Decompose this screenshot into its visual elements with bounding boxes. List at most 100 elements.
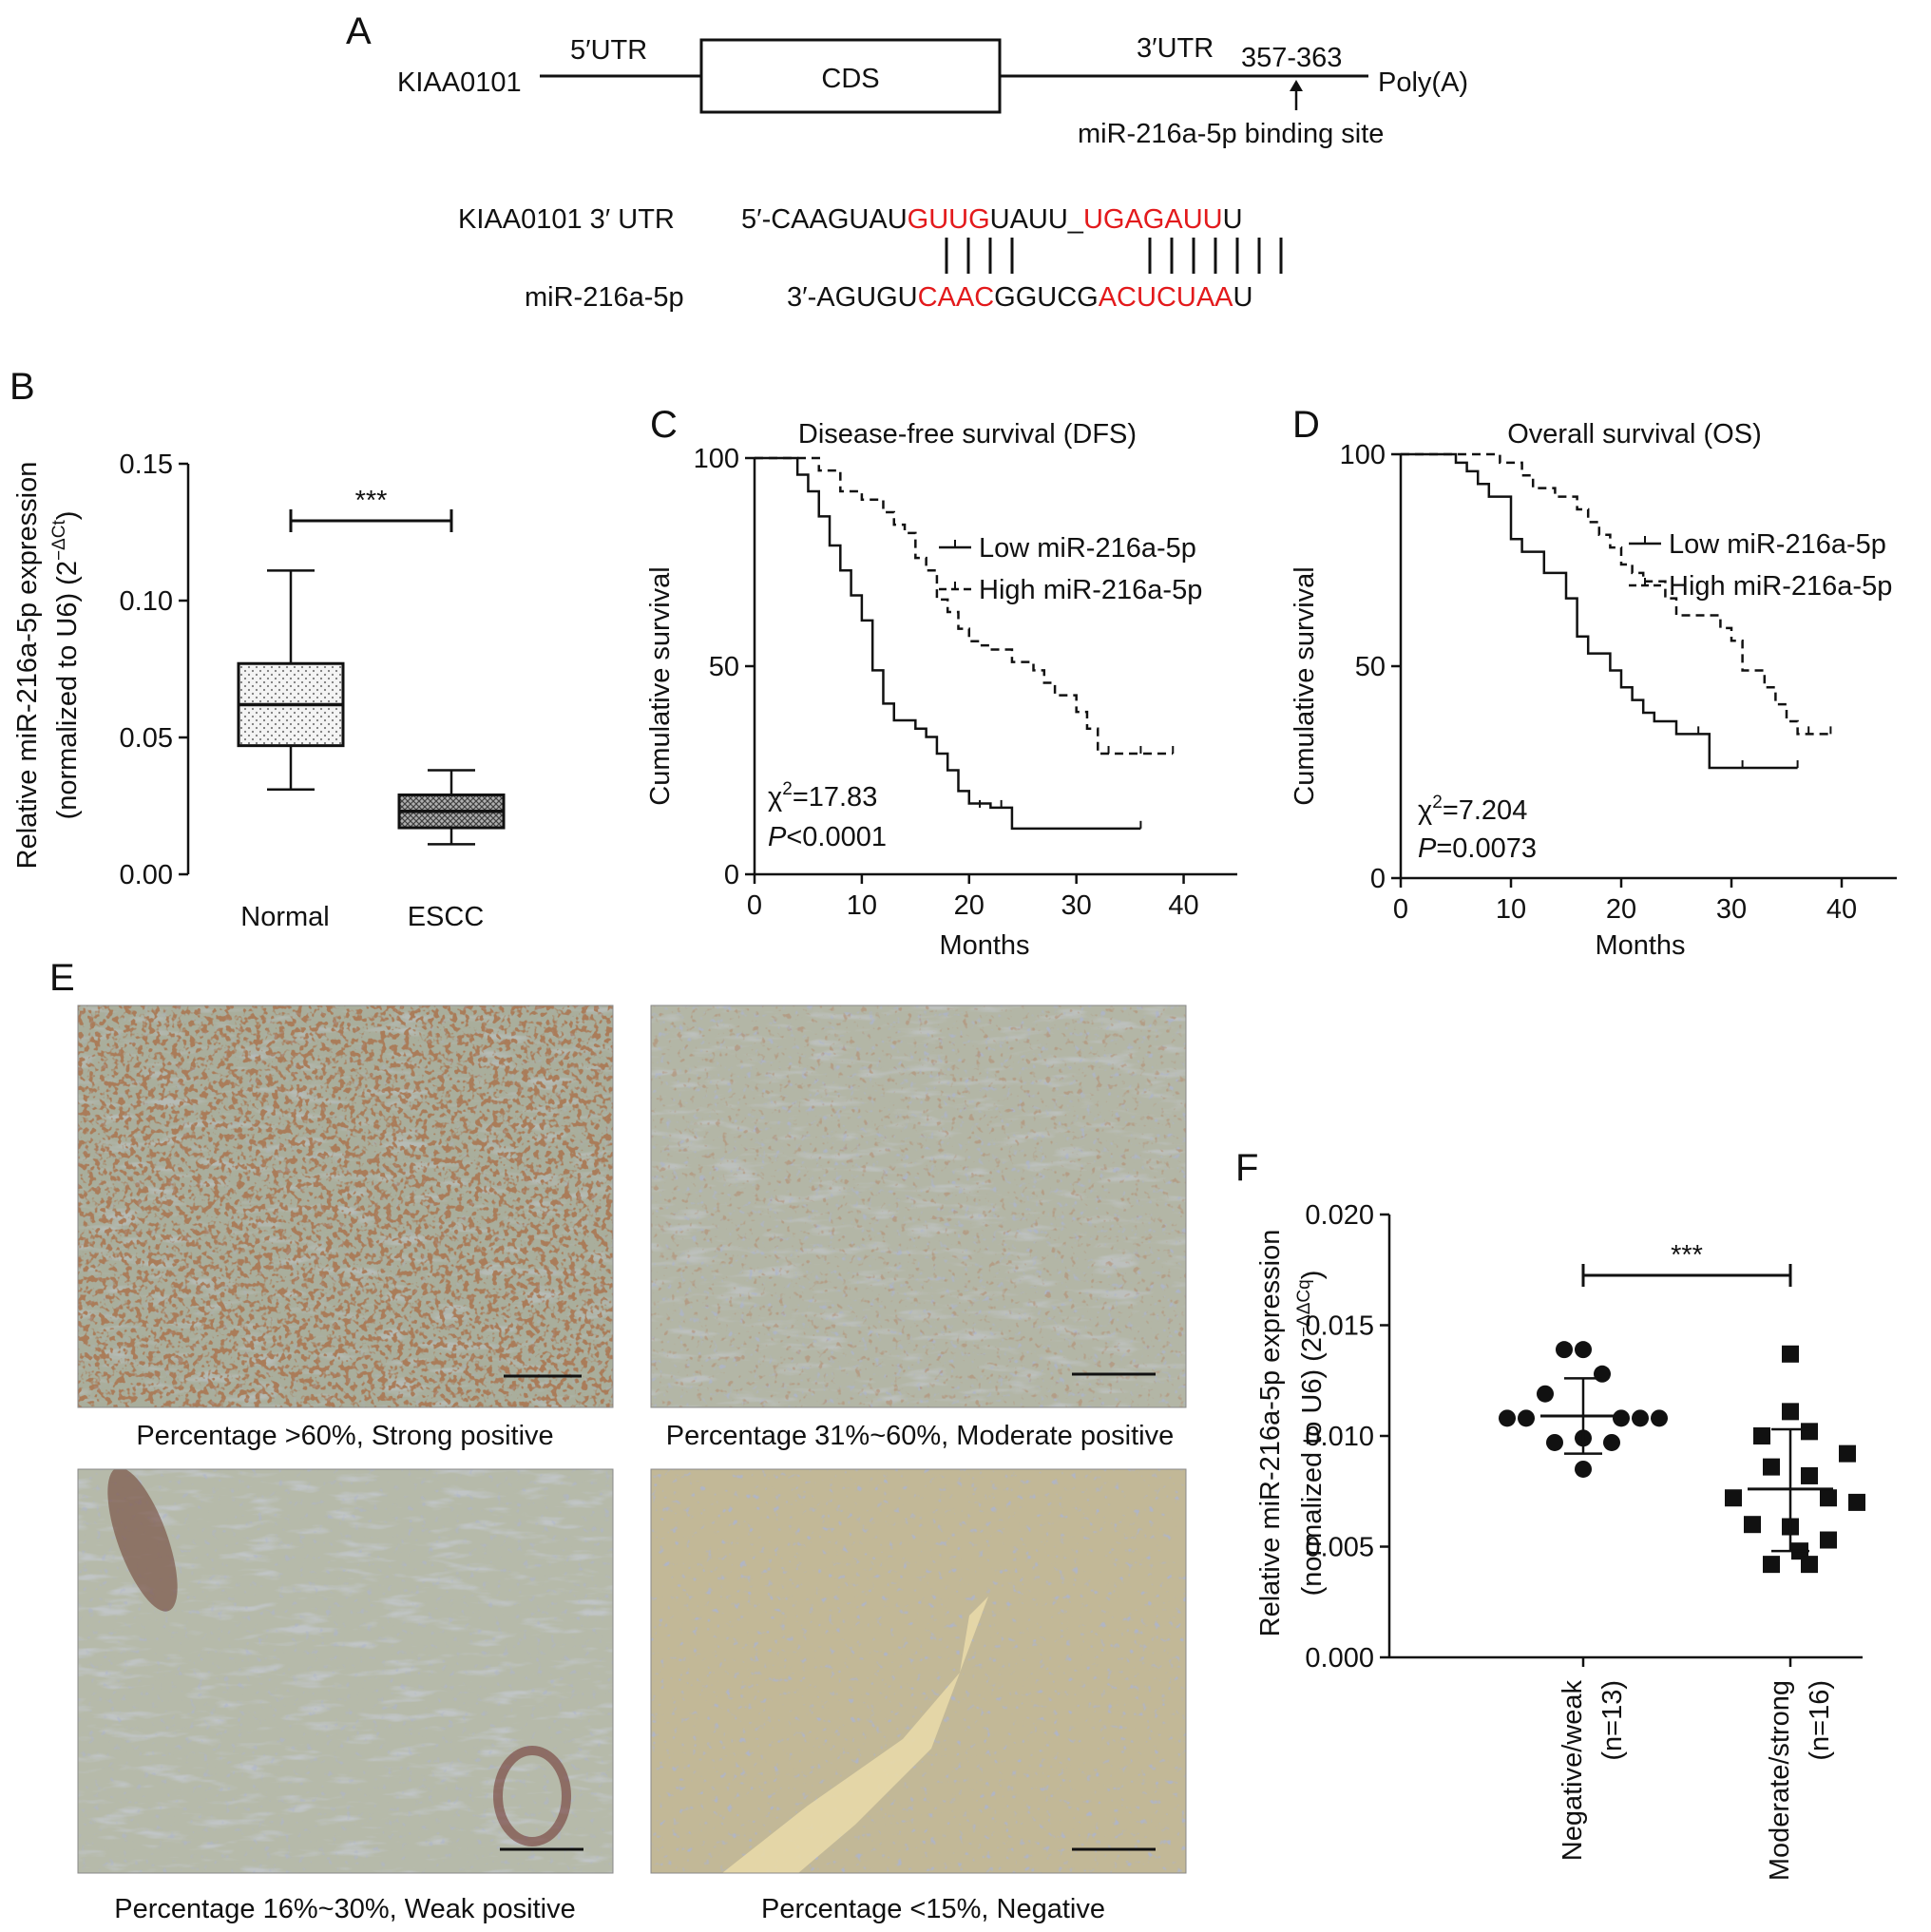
c-y-tick-label: 0 (724, 860, 739, 890)
mirna-seq-segment: 3′-AGUGU (787, 282, 918, 313)
binding-site-arrowhead (1290, 80, 1303, 91)
b-y-tick-label: 0.10 (120, 586, 173, 617)
b-y-tick-label: 0.15 (120, 450, 173, 480)
panel-label-b: B (10, 366, 35, 408)
f-ylabel-line1: Relative miR-216a-5p expression (1255, 1230, 1286, 1637)
d-x-tick-label: 20 (1606, 894, 1636, 925)
base-pair-lines (945, 238, 1283, 274)
utr5-label: 5′UTR (570, 35, 647, 66)
c-legend-label: High miR-216a-5p (979, 575, 1202, 605)
f-y-tick-label: 0.000 (1305, 1643, 1374, 1674)
d-y-tick-label: 50 (1355, 652, 1386, 682)
panel-label-a: A (346, 10, 372, 52)
f-point-square (1839, 1444, 1856, 1463)
c-x-tick-label: 0 (747, 890, 762, 921)
micrograph-strong-positive (78, 1005, 613, 1407)
f-point-square (1820, 1531, 1837, 1549)
c-y-tick-label: 50 (709, 652, 739, 682)
f-point-square (1801, 1556, 1818, 1574)
site-position-label: 357-363 (1241, 43, 1342, 73)
f-point-circle (1594, 1365, 1611, 1383)
b-ylabel-line2: (normalized to U6) (2−ΔCt) (49, 511, 83, 820)
panel-label-e: E (49, 957, 75, 999)
b-significance-stars: *** (355, 486, 388, 516)
f-point-square (1763, 1556, 1780, 1574)
panel-a-sequence-alignment: KIAA0101 3′ UTR miR-216a-5p 5′-CAAGUAUGU… (458, 204, 1283, 313)
panel-c-km-dfs: Disease-free survival (DFS) Cumulative s… (645, 419, 1237, 961)
f-ylabel-line2: (normalized to U6) (2−ΔΔCq) (1294, 1271, 1328, 1597)
mirna-row-label: miR-216a-5p (525, 282, 684, 313)
f-point-circle (1632, 1409, 1649, 1427)
f-point-square (1744, 1516, 1761, 1534)
d-ylabel: Cumulative survival (1290, 566, 1320, 805)
f-category-label: Moderate/strong (1765, 1680, 1795, 1881)
panel-d-km-os: Overall survival (OS) Cumulative surviva… (1290, 419, 1897, 961)
b-ylabel-line1: Relative miR-216a-5p expression (12, 462, 43, 870)
utr-seq-segment: U (1223, 204, 1243, 235)
f-point-square (1848, 1493, 1865, 1511)
f-point-square (1820, 1489, 1837, 1507)
f-point-circle (1518, 1409, 1535, 1427)
d-x-tick-label: 0 (1393, 894, 1408, 925)
f-point-square (1753, 1427, 1770, 1444)
b-y-tick-label: 0.05 (120, 723, 173, 754)
d-p-value: P=0.0073 (1418, 833, 1537, 864)
f-point-square (1801, 1466, 1818, 1484)
panel-label-f: F (1235, 1147, 1258, 1189)
utr-seq-segment: 5′-CAAGUAU (741, 204, 908, 235)
c-xlabel: Months (939, 930, 1029, 961)
f-point-square (1763, 1458, 1780, 1476)
c-legend-label: Low miR-216a-5p (979, 533, 1196, 564)
utr-seq-segment: GUUG (908, 204, 990, 235)
f-point-circle (1603, 1433, 1620, 1451)
f-significance-stars: *** (1671, 1240, 1703, 1271)
panel-e-micrographs: Percentage >60%, Strong positive Percent… (77, 1004, 1187, 1924)
c-chi-square: χ2=17.83 (768, 779, 877, 813)
b-y-tick-label: 0.00 (120, 860, 173, 890)
mirna-sequence: 3′-AGUGUCAACGGUCGACUCUAAU (787, 282, 1252, 313)
f-point-circle (1575, 1341, 1592, 1359)
f-point-square (1725, 1489, 1742, 1507)
c-x-tick-label: 10 (847, 890, 877, 921)
caption-strong-positive: Percentage >60%, Strong positive (136, 1421, 553, 1451)
c-y-tick-label: 100 (694, 444, 739, 474)
f-point-circle (1651, 1409, 1668, 1427)
f-point-circle (1575, 1460, 1592, 1478)
d-legend-label: Low miR-216a-5p (1669, 529, 1886, 560)
d-x-tick-label: 30 (1716, 894, 1747, 925)
c-p-value: P<0.0001 (768, 822, 887, 852)
micrograph-weak-positive (78, 1469, 613, 1873)
c-title: Disease-free survival (DFS) (798, 419, 1137, 450)
f-point-square (1782, 1345, 1799, 1363)
utr-seq-segment: UAUU_ (990, 204, 1084, 235)
c-x-tick-label: 30 (1061, 890, 1092, 921)
polya-label: Poly(A) (1378, 67, 1468, 98)
micrograph-negative (651, 1469, 1186, 1873)
c-survival-curve-low (755, 456, 1141, 831)
panel-b-boxplot: Relative miR-216a-5p expression (normali… (12, 450, 506, 932)
f-point-circle (1556, 1341, 1573, 1359)
mirna-seq-segment: ACUCUAA (1099, 282, 1233, 313)
panel-f-dotplot: Relative miR-216a-5p expression (normali… (1255, 1200, 1865, 1881)
f-point-circle (1613, 1409, 1630, 1427)
f-category-label: Negative/weak (1558, 1680, 1588, 1862)
caption-weak-positive: Percentage 16%~30%, Weak positive (114, 1894, 576, 1924)
f-point-circle (1546, 1433, 1563, 1451)
f-category-n: (n=16) (1805, 1680, 1835, 1761)
panel-a-gene-schematic: KIAA0101 5′UTR CDS 3′UTR 357-363 Poly(A)… (397, 33, 1468, 149)
f-point-square (1801, 1423, 1818, 1441)
panel-label-d: D (1292, 404, 1320, 446)
b-category-label: Normal (240, 902, 329, 932)
binding-site-label: miR-216a-5p binding site (1078, 119, 1384, 149)
utr-row-label: KIAA0101 3′ UTR (458, 204, 675, 235)
utr-seq-segment: UGAGAUU (1083, 204, 1223, 235)
f-point-circle (1499, 1409, 1516, 1427)
c-survival-curve-high (755, 456, 1174, 756)
f-point-square (1782, 1403, 1799, 1421)
f-point-circle (1537, 1385, 1554, 1403)
micrograph-moderate-positive (651, 1005, 1186, 1407)
panel-label-c: C (650, 404, 678, 446)
f-y-tick-label: 0.005 (1305, 1533, 1374, 1563)
caption-moderate-positive: Percentage 31%~60%, Moderate positive (666, 1421, 1174, 1451)
